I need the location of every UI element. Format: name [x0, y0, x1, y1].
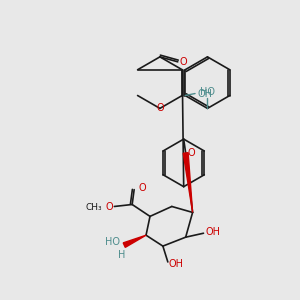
- Text: OH: OH: [197, 88, 212, 98]
- Text: O: O: [138, 183, 146, 193]
- Polygon shape: [123, 235, 146, 248]
- Text: O: O: [106, 202, 113, 212]
- Text: O: O: [180, 57, 188, 67]
- Text: OH: OH: [206, 227, 221, 237]
- Text: O: O: [156, 103, 164, 113]
- Text: HO: HO: [105, 237, 120, 247]
- Text: CH₃: CH₃: [85, 203, 102, 212]
- Text: HO: HO: [200, 86, 215, 97]
- Text: O: O: [188, 148, 195, 158]
- Text: H: H: [118, 250, 125, 260]
- Text: OH: OH: [168, 259, 183, 269]
- Polygon shape: [183, 153, 193, 212]
